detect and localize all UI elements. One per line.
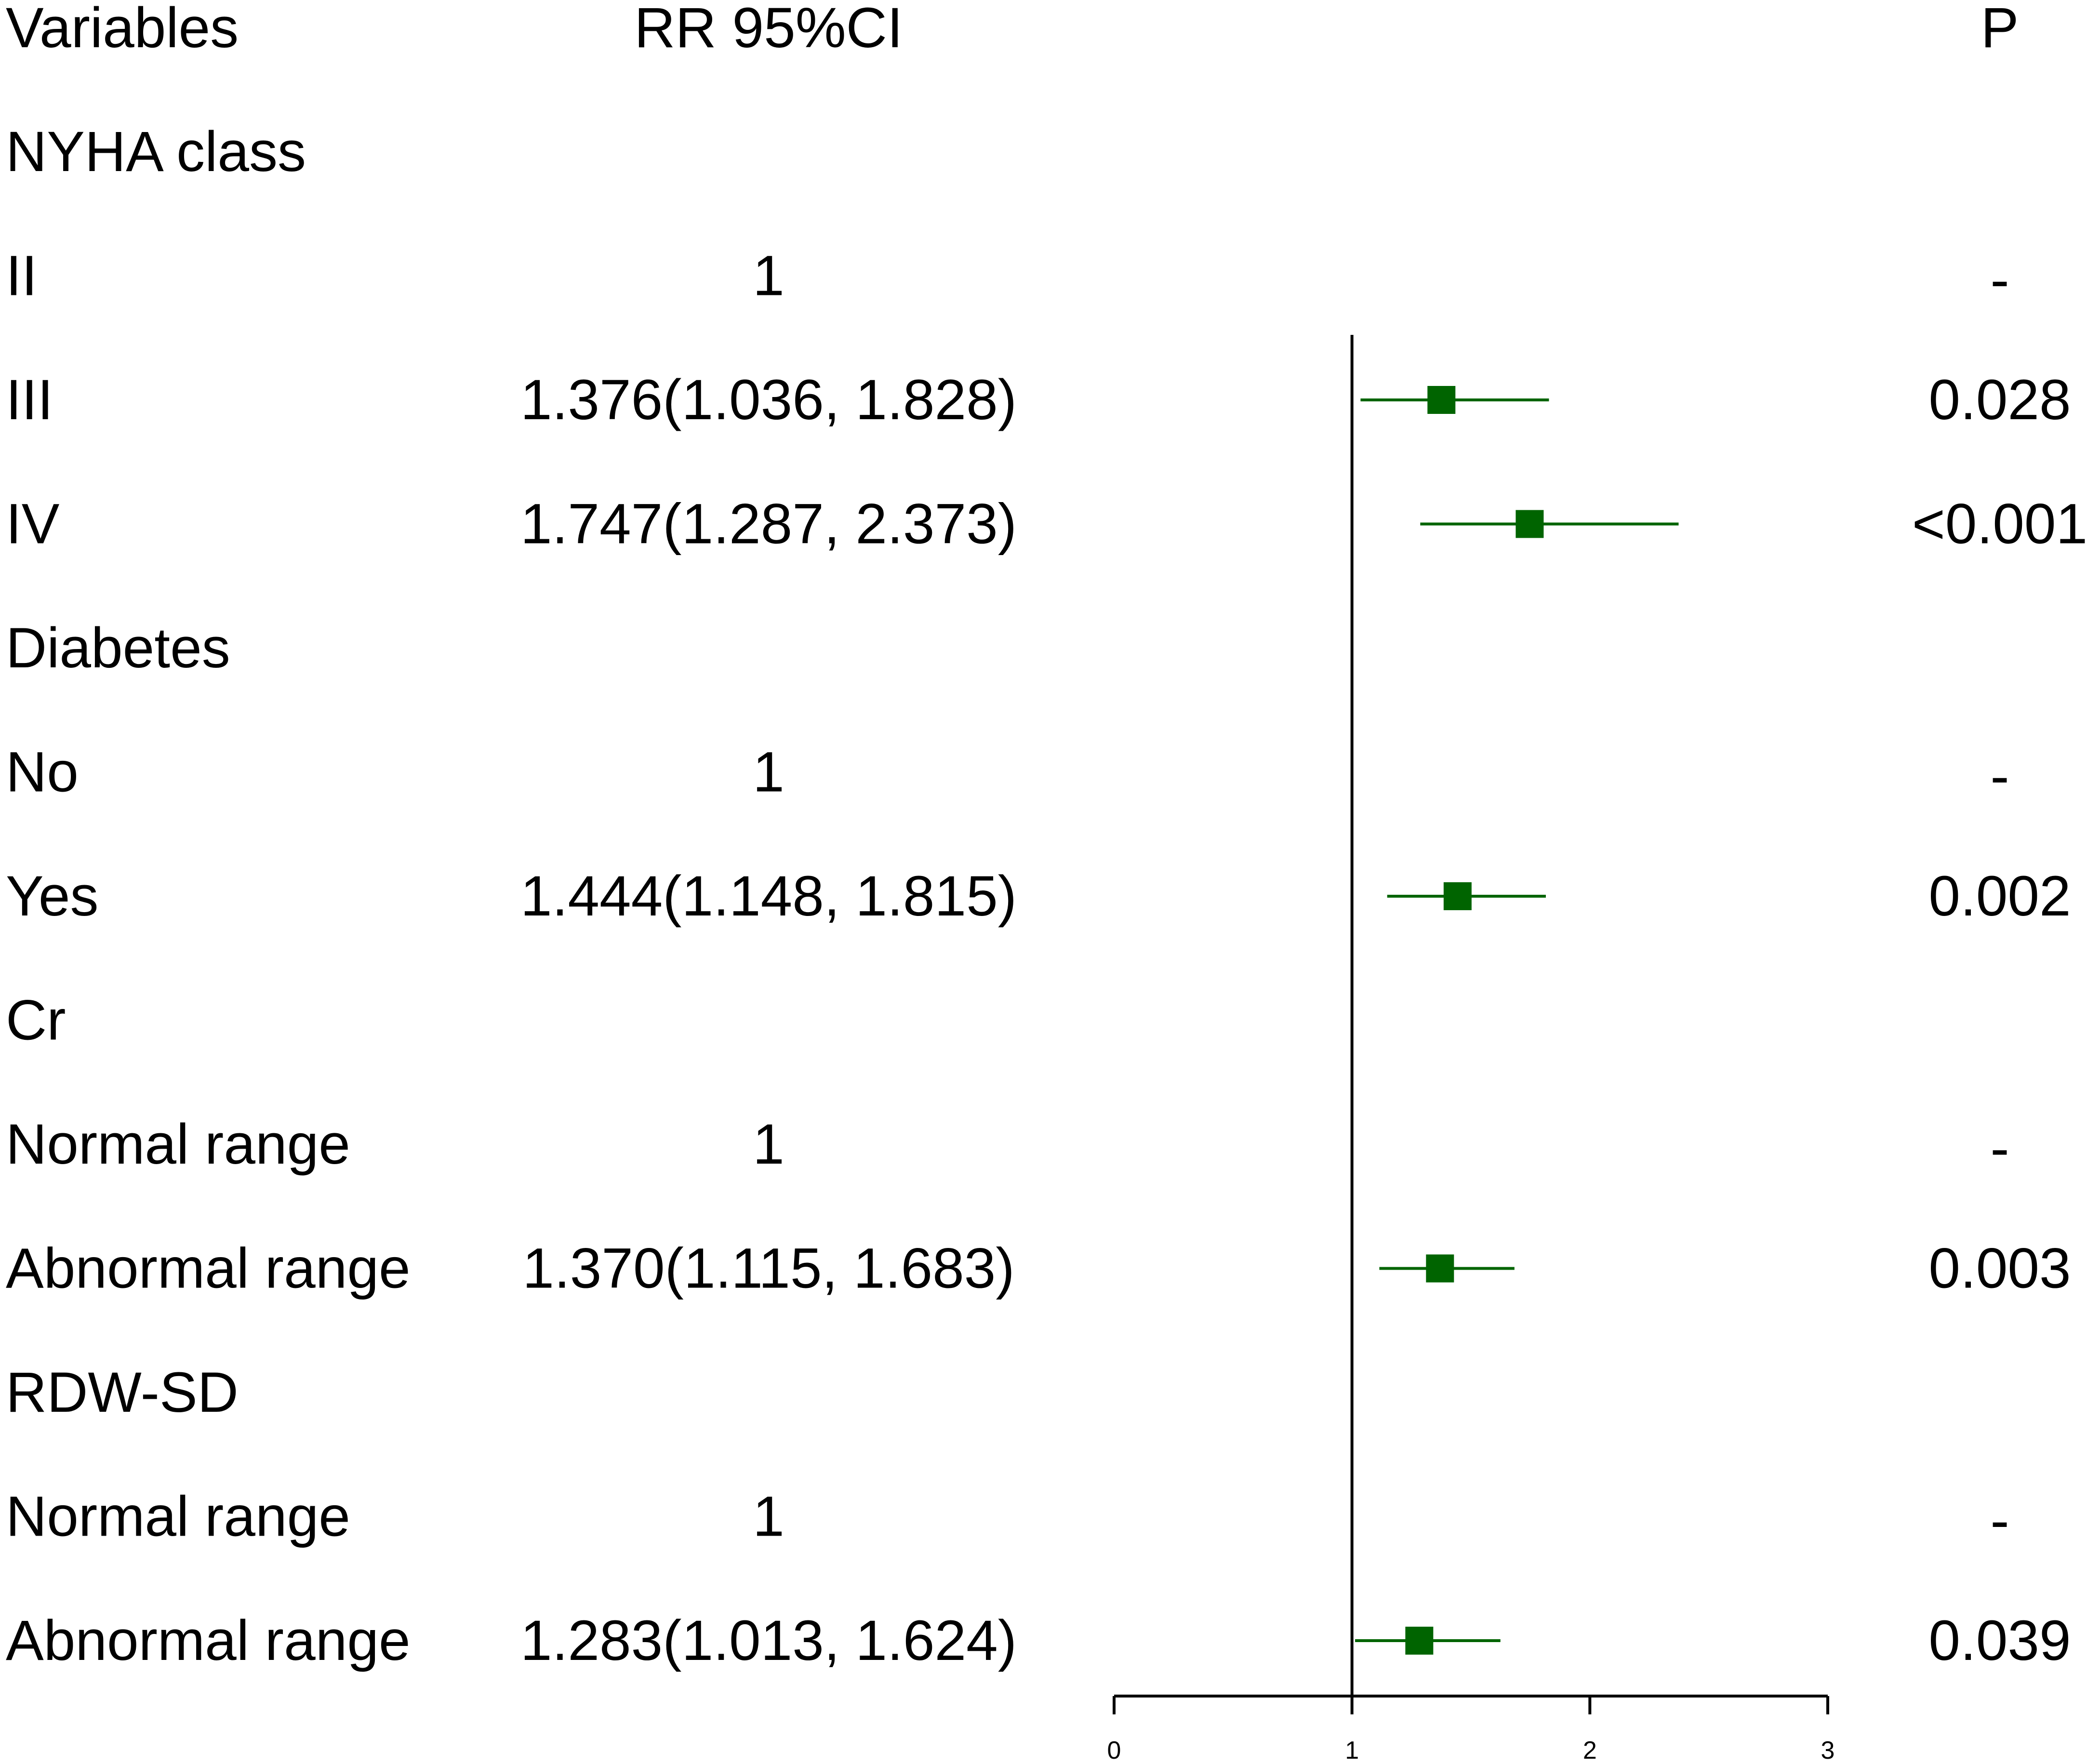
estimate-label: 1 (753, 1485, 784, 1549)
group-label: NYHA class (6, 120, 306, 184)
p-value-label: - (1990, 744, 2009, 808)
estimate-label: 1.376(1.036, 1.828) (520, 368, 1017, 432)
row-label: No (6, 741, 79, 804)
row-label: III (6, 368, 53, 432)
p-value-label: - (1990, 1116, 2009, 1180)
p-value-label: 0.002 (1928, 864, 2071, 928)
x-axis: 0 1 2 3 (1107, 335, 1835, 1764)
row-label: IV (6, 492, 60, 556)
table-rows: NYHA class II 1 - III 1.376(1.036, 1.828) 0.02… (6, 120, 2087, 1672)
p-value-label: <0.001 (1912, 492, 2087, 556)
p-value-label: 0.003 (1928, 1237, 2071, 1300)
row-label: Abnormal range (6, 1237, 411, 1300)
row-label: Abnormal range (6, 1609, 411, 1672)
row-label: Normal range (6, 1485, 350, 1549)
estimate-label: 1.283(1.013, 1.624) (520, 1609, 1017, 1672)
p-value-label: - (1990, 248, 2009, 312)
group-label: Diabetes (6, 616, 230, 680)
group-label: Cr (6, 989, 66, 1052)
table-header: Variables RR 95%CI P (6, 0, 2019, 60)
x-tick-label: 0 (1107, 1737, 1121, 1764)
p-value-label: 0.028 (1928, 368, 2071, 432)
estimate-label: 1.444(1.148, 1.815) (520, 864, 1017, 928)
header-variables: Variables (6, 0, 239, 60)
p-value-label: - (1990, 1489, 2009, 1552)
row-label: II (6, 244, 38, 308)
rr-marker (1426, 1254, 1454, 1283)
row-label: Normal range (6, 1113, 350, 1176)
rr-marker (1405, 1627, 1434, 1655)
estimate-label: 1 (753, 1113, 784, 1176)
rr-marker (1427, 386, 1456, 414)
x-tick-label: 2 (1583, 1737, 1597, 1764)
header-estimate: RR 95%CI (634, 0, 903, 60)
estimate-label: 1.370(1.115, 1.683) (522, 1237, 1014, 1300)
estimate-label: 1.747(1.287, 2.373) (520, 492, 1017, 556)
rr-marker (1443, 882, 1472, 910)
group-label: RDW-SD (6, 1361, 239, 1424)
header-p: P (1981, 0, 2019, 60)
plot-area (1355, 386, 1679, 1655)
estimate-label: 1 (753, 741, 784, 804)
x-tick-label: 3 (1821, 1737, 1835, 1764)
row-label: Yes (6, 864, 99, 928)
estimate-label: 1 (753, 244, 784, 308)
p-value-label: 0.039 (1928, 1609, 2071, 1672)
x-tick-label: 1 (1345, 1737, 1359, 1764)
rr-marker (1515, 510, 1544, 538)
